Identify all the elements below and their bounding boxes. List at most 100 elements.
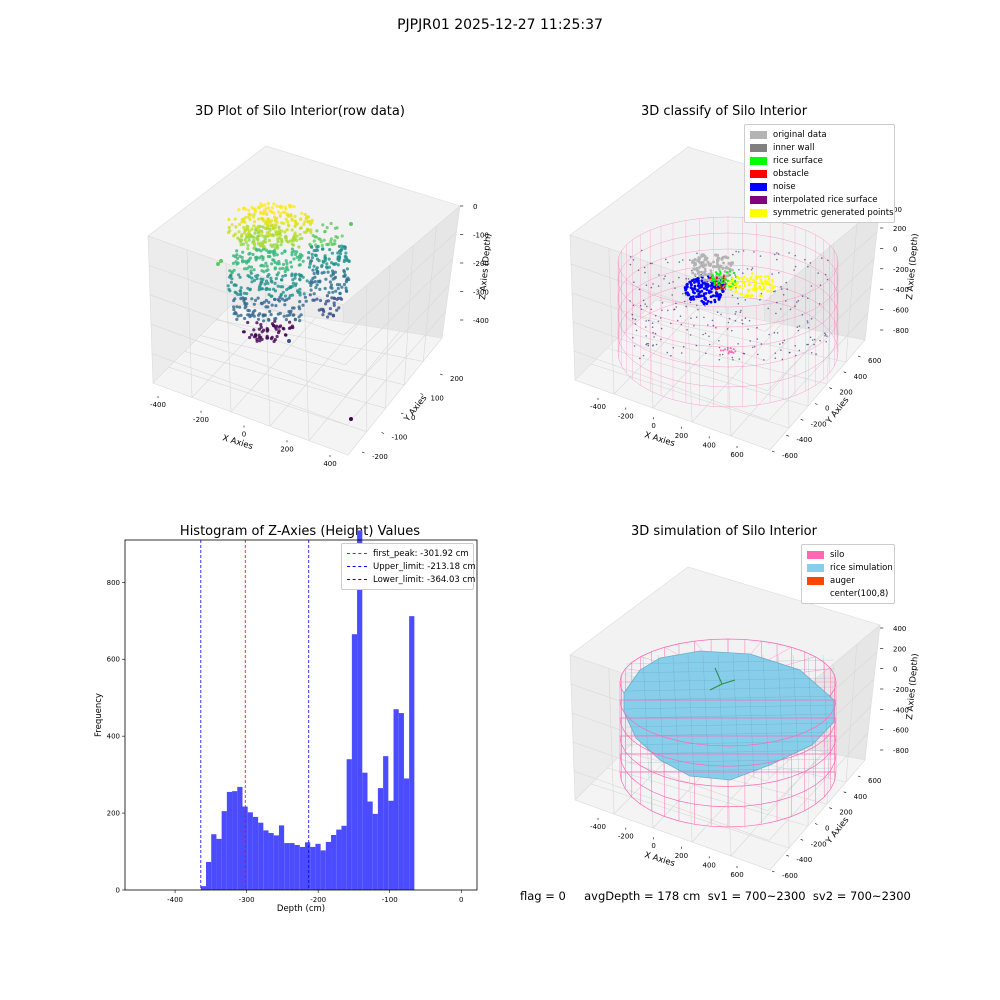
interp-point: [685, 277, 687, 280]
grid-line: [591, 783, 790, 849]
classified-point: [693, 284, 697, 288]
interp-point: [675, 302, 677, 305]
grid-line: [768, 312, 869, 421]
data-point: [326, 242, 330, 246]
data-point: [290, 253, 294, 257]
interp-point: [806, 320, 809, 322]
classified-point: [709, 295, 713, 299]
classified-point: [703, 278, 706, 282]
data-point: [272, 251, 276, 256]
data-point: [251, 235, 255, 239]
panel3-legend: first_peak: -301.92 cm Upper_limit: -213…: [341, 543, 476, 590]
data-point: [253, 309, 257, 313]
data-point: [266, 281, 270, 285]
data-point: [239, 293, 243, 297]
data-point: [238, 222, 242, 227]
classified-point: [750, 294, 754, 297]
interp-point: [735, 287, 737, 289]
data-point: [247, 208, 251, 212]
grid-line: [385, 265, 391, 409]
classified-point: [743, 284, 747, 288]
classified-point: [702, 292, 706, 296]
interp-point: [712, 324, 715, 327]
interp-point: [645, 335, 647, 337]
data-point: [335, 308, 339, 312]
data-point: [276, 237, 280, 241]
data-point: [316, 244, 320, 249]
classified-point: [705, 278, 709, 282]
data-point: [246, 320, 250, 325]
interp-point: [642, 299, 645, 302]
interp-point: [644, 271, 646, 274]
interp-point: [707, 324, 709, 326]
interp-point: [824, 273, 827, 276]
interp-point: [661, 309, 663, 312]
classified-point: [732, 271, 736, 275]
interp-point: [732, 253, 734, 256]
data-point: [263, 203, 267, 207]
legend-label: Lower_limit: -364.03 cm: [373, 574, 476, 585]
data-point: [333, 276, 337, 280]
data-point: [254, 226, 258, 230]
panel2-legend: original data inner wall rice surface ob…: [744, 124, 895, 223]
interp-point: [794, 265, 797, 268]
classified-point: [711, 285, 715, 289]
tick-label: -600: [782, 452, 798, 460]
data-point: [315, 229, 319, 233]
classified-point: [712, 265, 715, 269]
histogram-bar: [372, 813, 378, 890]
data-point: [275, 253, 279, 257]
interp-point: [708, 335, 710, 338]
data-point: [228, 289, 232, 293]
data-point: [227, 217, 231, 222]
histogram-bar: [200, 886, 207, 890]
classified-point: [733, 282, 737, 286]
data-point: [303, 212, 307, 217]
classified-point: [724, 283, 727, 286]
tick-label: 100: [431, 395, 444, 403]
interp-point: [748, 319, 751, 322]
mesh-line: [625, 749, 835, 755]
interp-point: [789, 308, 792, 311]
tick-label: 0: [825, 825, 829, 833]
interp-point: [663, 278, 665, 280]
data-point: [315, 297, 319, 301]
y-tick-label: 600: [107, 656, 120, 664]
interp-point: [824, 333, 827, 336]
interp-point: [760, 292, 763, 295]
interp-point: [825, 341, 827, 343]
classified-point: [722, 261, 725, 265]
data-point: [284, 267, 288, 271]
data-point: [262, 234, 266, 238]
classified-point: [719, 264, 723, 268]
data-point: [259, 249, 263, 253]
tick-mark: [786, 854, 789, 857]
interp-point: [824, 335, 826, 337]
interp-point: [632, 304, 635, 307]
interp-point: [685, 305, 687, 308]
classified-point: [747, 279, 751, 283]
data-point: [289, 309, 293, 313]
data-point: [277, 262, 281, 266]
data-point: [262, 212, 266, 216]
legend-line: [347, 579, 367, 580]
data-point: [263, 282, 267, 286]
data-point: [285, 261, 289, 266]
silo-ring: [617, 232, 839, 328]
data-point: [276, 312, 280, 316]
interp-point: [649, 262, 652, 265]
interp-point: [651, 322, 654, 325]
interp-point: [826, 335, 828, 337]
interp-point: [776, 258, 778, 261]
grid-line: [422, 225, 437, 362]
interp-point: [773, 331, 776, 334]
data-point: [292, 205, 296, 209]
data-point: [277, 225, 281, 229]
tick-label: -600: [782, 872, 798, 880]
data-point: [305, 279, 309, 283]
data-point: [230, 277, 234, 281]
interp-point: [768, 333, 770, 336]
classified-point: [702, 287, 706, 290]
classified-point: [727, 267, 731, 271]
